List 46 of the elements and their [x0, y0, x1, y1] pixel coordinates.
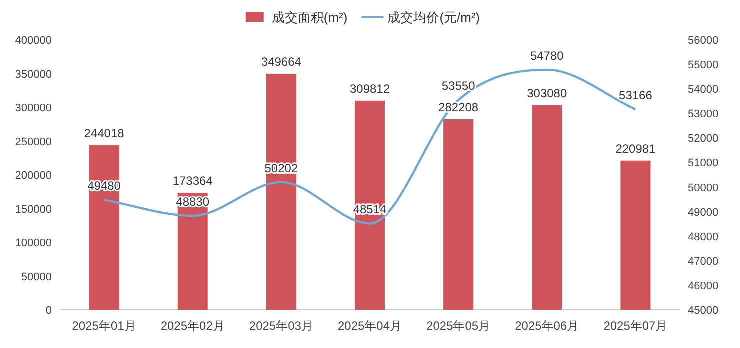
- bar: [532, 105, 562, 310]
- data-label: 220981: [616, 142, 656, 156]
- y-tick-label: 200000: [15, 170, 52, 182]
- bar: [89, 145, 120, 310]
- x-tick-label: 2025年04月: [338, 319, 402, 333]
- x-tick-label: 2025年03月: [249, 319, 314, 333]
- y2-tick-label: 55000: [688, 60, 719, 72]
- bar: [355, 100, 385, 310]
- data-label: 309812: [350, 82, 390, 96]
- y2-tick-label: 49000: [688, 206, 719, 219]
- y-tick-label: 50000: [21, 271, 52, 284]
- data-label: 349664: [261, 54, 302, 69]
- y2-tick-label: 48000: [688, 231, 719, 244]
- y2-tick-label: 51000: [688, 158, 719, 170]
- y-tick-label: 250000: [15, 136, 52, 148]
- y2-tick-label: 56000: [688, 35, 719, 47]
- data-label: 303080: [527, 86, 568, 100]
- data-label: 173364: [172, 174, 214, 188]
- x-tick-label: 2025年07月: [604, 319, 668, 333]
- y-tick-label: 300000: [15, 102, 52, 114]
- y2-tick-label: 45000: [688, 305, 719, 317]
- bar: [444, 120, 474, 310]
- data-label: 54780: [530, 48, 564, 63]
- y2-tick-label: 50000: [688, 182, 719, 194]
- y2-tick-label: 47000: [688, 256, 719, 268]
- legend-label: 成交均价(元/m²): [388, 10, 480, 25]
- data-label: 53550: [442, 79, 476, 94]
- legend: 成交面积(m²) 成交均价(元/m²): [246, 10, 480, 25]
- y-tick-label: 100000: [15, 238, 52, 250]
- y-tick-label: 350000: [15, 68, 52, 81]
- y2-tick-label: 46000: [688, 280, 719, 292]
- y-tick-label: 0: [46, 305, 52, 317]
- x-tick-label: 2025年06月: [515, 319, 580, 333]
- legend-label: 成交面积(m²): [272, 10, 348, 25]
- x-tick-label: 2025年05月: [426, 319, 491, 333]
- y-tick-label: 150000: [15, 204, 52, 216]
- bar: [266, 74, 296, 310]
- data-label: 53166: [619, 88, 653, 103]
- data-label: 244018: [84, 126, 125, 140]
- y2-tick-label: 53000: [688, 108, 719, 121]
- bar: [620, 160, 651, 310]
- x-tick-label: 2025年01月: [72, 319, 136, 333]
- y2-tick-label: 52000: [688, 133, 719, 146]
- y2-tick-label: 54000: [688, 84, 719, 96]
- y-tick-label: 400000: [15, 35, 52, 47]
- x-tick-label: 2025年02月: [160, 319, 225, 333]
